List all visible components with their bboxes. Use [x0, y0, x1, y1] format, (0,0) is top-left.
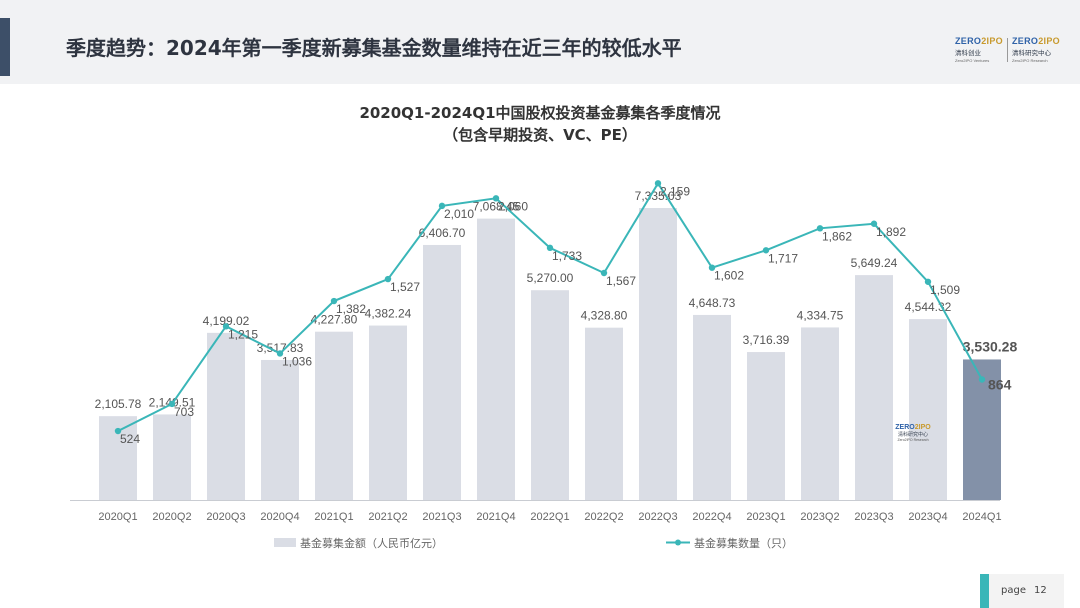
count-label-2022Q1: 1,733 — [552, 249, 582, 263]
bar-2023Q3 — [855, 275, 893, 500]
bar-label-2024Q1: 3,530.28 — [963, 338, 1018, 354]
bar-2021Q4 — [477, 218, 515, 500]
count-point-2021Q2 — [384, 275, 392, 283]
zero2ipo-research-logo: ZERO2IPO 清科研究中心 Zero2IPO Research — [1012, 36, 1060, 63]
count-label-2020Q4: 1,036 — [282, 354, 312, 368]
count-label-2022Q2: 1,567 — [606, 274, 636, 288]
bar-label-2020Q1: 2,105.78 — [95, 397, 142, 411]
count-point-2020Q4 — [276, 350, 284, 357]
bar-2022Q3 — [639, 208, 677, 500]
x-tick-2020Q2: 2020Q2 — [152, 511, 191, 523]
bar-label-2023Q3: 5,649.24 — [851, 256, 898, 270]
count-label-2022Q4: 1,602 — [714, 269, 744, 283]
chart-subtitle: （包含早期投资、VC、PE） — [443, 126, 637, 144]
chart-title: 2020Q1-2024Q1中国股权投资基金募集各季度情况 — [359, 104, 721, 122]
count-point-2021Q4 — [492, 195, 500, 202]
count-label-2020Q3: 1,215 — [228, 327, 258, 341]
count-point-2020Q2 — [168, 400, 176, 408]
count-point-2023Q1 — [762, 247, 770, 254]
bar-label-2022Q4: 4,648.73 — [689, 296, 736, 310]
x-tick-2022Q4: 2022Q4 — [692, 511, 731, 523]
x-tick-2022Q1: 2022Q1 — [530, 511, 569, 523]
count-point-2022Q2 — [600, 269, 608, 277]
page-indicator-accent — [980, 574, 989, 608]
legend-line-marker — [675, 539, 681, 546]
bar-label-2021Q2: 4,382.24 — [365, 307, 412, 321]
x-tick-2021Q4: 2021Q4 — [476, 511, 515, 523]
x-tick-2022Q2: 2022Q2 — [584, 511, 623, 523]
count-point-2024Q1 — [978, 376, 986, 383]
bar-2023Q2 — [801, 327, 839, 500]
page-label: page — [1001, 585, 1026, 596]
x-tick-2021Q3: 2021Q3 — [422, 511, 461, 523]
x-tick-2023Q4: 2023Q4 — [908, 511, 947, 523]
page-number: 12 — [1033, 585, 1047, 596]
bar-2020Q2 — [153, 414, 191, 500]
x-tick-2020Q1: 2020Q1 — [98, 511, 137, 523]
legend-bar-label: 基金募集金额（人民币亿元） — [300, 536, 443, 550]
bar-2020Q4 — [261, 359, 299, 500]
count-point-2023Q2 — [816, 225, 824, 232]
bar-2023Q4 — [909, 319, 947, 500]
x-tick-2020Q3: 2020Q3 — [206, 511, 245, 523]
bar-label-2022Q1: 5,270.00 — [527, 271, 574, 285]
count-point-2021Q3 — [438, 202, 446, 210]
count-point-2022Q1 — [546, 244, 554, 252]
count-point-2022Q4 — [708, 264, 716, 271]
bar-label-2022Q3: 7,335.03 — [635, 189, 682, 203]
zero2ipo-ventures-logo: ZERO2IPO 清科创业 Zero2IPO Ventures — [955, 36, 1003, 63]
bar-2022Q4 — [693, 314, 731, 500]
x-tick-2023Q2: 2023Q2 — [800, 511, 839, 523]
bar-label-2022Q2: 4,328.80 — [581, 309, 628, 323]
x-tick-2020Q4: 2020Q4 — [260, 511, 299, 523]
header-band — [0, 0, 1080, 84]
bar-2021Q3 — [423, 244, 461, 500]
bar-label-2020Q3: 4,199.02 — [203, 314, 250, 328]
count-label-2024Q1: 864 — [988, 377, 1012, 393]
x-tick-2024Q1: 2024Q1 — [962, 511, 1001, 523]
count-label-2020Q1: 524 — [120, 432, 140, 446]
count-label-2020Q2: 703 — [174, 405, 194, 419]
count-point-2023Q4 — [924, 278, 932, 285]
bar-2021Q1 — [315, 331, 353, 500]
count-label-2023Q1: 1,717 — [768, 251, 798, 265]
count-label-2021Q1: 1,382 — [336, 302, 366, 316]
bar-2022Q2 — [585, 327, 623, 500]
page-title: 季度趋势：2024年第一季度新募集基金数量维持在近三年的较低水平 — [66, 36, 682, 60]
watermark-logo: ZERO2IPO 清科研究中心 Zero2IPO Research — [895, 424, 931, 442]
x-tick-2023Q3: 2023Q3 — [854, 511, 893, 523]
bar-2023Q1 — [747, 352, 785, 500]
x-tick-2021Q2: 2021Q2 — [368, 511, 407, 523]
count-point-2020Q3 — [222, 323, 230, 330]
count-point-2021Q1 — [330, 297, 338, 305]
header-accent-bar — [0, 18, 10, 76]
logo-divider — [1007, 38, 1008, 62]
page-indicator: page 12 — [980, 574, 1064, 608]
x-tick-2021Q1: 2021Q1 — [314, 511, 353, 523]
count-label-2021Q2: 1,527 — [390, 280, 420, 294]
x-tick-2023Q1: 2023Q1 — [746, 511, 785, 523]
bar-label-2023Q1: 3,716.39 — [743, 333, 790, 347]
count-label-2023Q4: 1,509 — [930, 283, 960, 297]
bar-label-2021Q1: 4,227.80 — [311, 313, 358, 327]
bar-label-2021Q3: 6,406.70 — [419, 226, 466, 240]
count-label-2022Q3: 2,159 — [660, 184, 690, 198]
count-point-2022Q3 — [654, 180, 662, 187]
bar-2021Q2 — [369, 325, 407, 500]
bar-2024Q1 — [963, 359, 1001, 500]
count-point-2020Q1 — [114, 427, 122, 435]
bar-label-2023Q2: 4,334.75 — [797, 308, 844, 322]
bar-2022Q1 — [531, 290, 569, 500]
count-point-2023Q3 — [870, 220, 878, 227]
count-label-2021Q4: 2,060 — [498, 199, 528, 213]
legend-bar-swatch — [274, 538, 296, 547]
bar-2020Q3 — [207, 332, 245, 500]
legend-line-label: 基金募集数量（只） — [694, 536, 793, 550]
count-label-2021Q3: 2,010 — [444, 207, 474, 221]
count-label-2023Q2: 1,862 — [822, 229, 852, 243]
count-label-2023Q3: 1,892 — [876, 225, 906, 239]
x-tick-2022Q3: 2022Q3 — [638, 511, 677, 523]
bar-label-2020Q4: 3,517.83 — [257, 341, 304, 355]
